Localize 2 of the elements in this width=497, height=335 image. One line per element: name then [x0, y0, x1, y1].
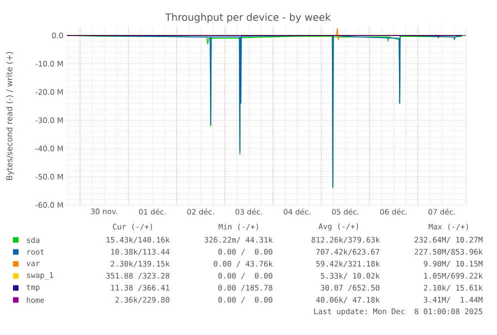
- chart-title: Throughput per device - by week: [165, 13, 331, 23]
- y-axis-title: Bytes/second read (-) / write (+): [6, 52, 14, 180]
